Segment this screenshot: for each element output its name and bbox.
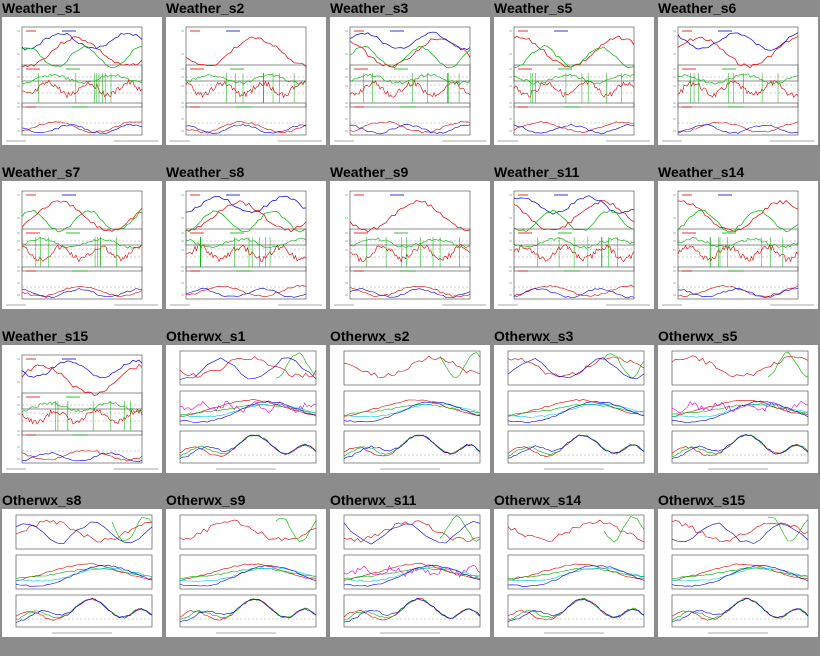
chart-thumbnail[interactable]	[658, 345, 818, 473]
thumbnail-plot	[671, 350, 809, 470]
gallery-item-title: Weather_s14	[658, 164, 745, 180]
thumbnail-plot	[6, 354, 158, 470]
gallery-item-title: Otherwx_s5	[658, 328, 738, 344]
gallery-item[interactable]: Otherwx_s14	[492, 492, 656, 656]
chart-thumbnail[interactable]	[330, 181, 490, 309]
gallery-item-title: Weather_s8	[166, 164, 245, 180]
chart-thumbnail[interactable]	[2, 17, 162, 145]
chart-thumbnail[interactable]	[166, 509, 326, 637]
thumbnail-plot	[507, 350, 645, 470]
chart-thumbnail[interactable]	[330, 509, 490, 637]
chart-thumbnail[interactable]	[166, 345, 326, 473]
gallery-item[interactable]: Weather_s1	[0, 0, 164, 164]
gallery-item[interactable]: Weather_s14	[656, 164, 820, 328]
gallery-item[interactable]: Weather_s8	[164, 164, 328, 328]
thumbnail-plot	[6, 26, 158, 142]
chart-thumbnail[interactable]	[494, 345, 654, 473]
gallery-item[interactable]: Otherwx_s3	[492, 328, 656, 492]
gallery-item[interactable]: Weather_s6	[656, 0, 820, 164]
thumbnail-plot	[334, 190, 486, 306]
gallery-item[interactable]: Weather_s7	[0, 164, 164, 328]
gallery-item[interactable]: Weather_s5	[492, 0, 656, 164]
gallery-item[interactable]: Weather_s11	[492, 164, 656, 328]
thumbnail-plot	[179, 350, 317, 470]
thumbnail-plot	[170, 190, 322, 306]
chart-thumbnail[interactable]	[494, 17, 654, 145]
gallery-item[interactable]: Otherwx_s5	[656, 328, 820, 492]
chart-thumbnail[interactable]	[330, 345, 490, 473]
chart-thumbnail[interactable]	[658, 17, 818, 145]
gallery-item-title: Otherwx_s11	[330, 492, 417, 508]
thumbnail-plot	[498, 190, 650, 306]
gallery-item-title: Otherwx_s8	[2, 492, 82, 508]
gallery-item[interactable]: Weather_s15	[0, 328, 164, 492]
chart-thumbnail[interactable]	[658, 509, 818, 637]
thumbnail-plot	[334, 26, 486, 142]
gallery-item[interactable]: Otherwx_s8	[0, 492, 164, 656]
gallery-item-title: Weather_s6	[658, 0, 737, 16]
chart-thumbnail[interactable]	[330, 17, 490, 145]
chart-thumbnail[interactable]	[658, 181, 818, 309]
gallery-item-title: Weather_s3	[330, 0, 409, 16]
gallery-item[interactable]: Otherwx_s11	[328, 492, 492, 656]
gallery-item-title: Otherwx_s15	[658, 492, 746, 508]
gallery-item[interactable]: Otherwx_s2	[328, 328, 492, 492]
thumbnail-plot	[662, 26, 814, 142]
chart-thumbnail[interactable]	[2, 345, 162, 473]
thumbnail-plot	[15, 514, 153, 634]
chart-thumbnail[interactable]	[494, 509, 654, 637]
gallery-item[interactable]: Otherwx_s1	[164, 328, 328, 492]
gallery-item-title: Weather_s15	[2, 328, 89, 344]
chart-thumbnail[interactable]	[494, 181, 654, 309]
gallery-item[interactable]: Weather_s9	[328, 164, 492, 328]
gallery-item-title: Weather_s5	[494, 0, 573, 16]
gallery-item-title: Weather_s2	[166, 0, 245, 16]
gallery-item-title: Weather_s9	[330, 164, 409, 180]
gallery-item-title: Otherwx_s9	[166, 492, 246, 508]
gallery-item[interactable]: Otherwx_s15	[656, 492, 820, 656]
thumbnail-plot	[507, 514, 645, 634]
thumbnail-plot	[671, 514, 809, 634]
thumbnail-plot	[179, 514, 317, 634]
chart-thumbnail[interactable]	[166, 181, 326, 309]
thumbnail-plot	[343, 350, 481, 470]
gallery-item-title: Weather_s11	[494, 164, 580, 180]
thumbnail-plot	[662, 190, 814, 306]
gallery-item[interactable]: Weather_s2	[164, 0, 328, 164]
thumbnail-plot	[170, 26, 322, 142]
gallery-item[interactable]: Otherwx_s9	[164, 492, 328, 656]
gallery-item-title: Otherwx_s1	[166, 328, 246, 344]
chart-thumbnail[interactable]	[2, 181, 162, 309]
gallery-item-title: Weather_s7	[2, 164, 81, 180]
gallery-item[interactable]: Weather_s3	[328, 0, 492, 164]
gallery-item-title: Otherwx_s2	[330, 328, 410, 344]
gallery-item-title: Weather_s1	[2, 0, 81, 16]
chart-thumbnail[interactable]	[166, 17, 326, 145]
thumbnail-plot	[6, 190, 158, 306]
gallery-item-title: Otherwx_s3	[494, 328, 574, 344]
thumbnail-plot	[343, 514, 481, 634]
chart-thumbnail[interactable]	[2, 509, 162, 637]
gallery-item-title: Otherwx_s14	[494, 492, 582, 508]
thumbnail-plot	[498, 26, 650, 142]
